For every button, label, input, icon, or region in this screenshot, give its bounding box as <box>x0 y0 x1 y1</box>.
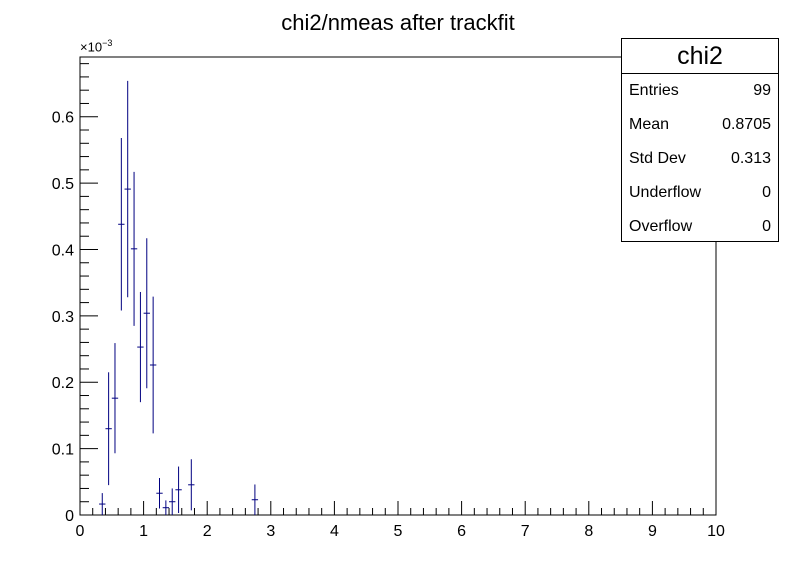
x-tick-label: 0 <box>76 523 85 540</box>
stats-value: 0.8705 <box>722 116 771 133</box>
x-tick-label: 8 <box>584 523 593 540</box>
stats-label: Overflow <box>629 218 693 235</box>
x-tick-label: 10 <box>707 523 725 540</box>
stats-row-entries: Entries 99 <box>622 74 778 108</box>
y-tick-label: 0 <box>65 508 74 525</box>
y-exponent-power: −3 <box>102 38 113 48</box>
stats-label: Underflow <box>629 184 702 201</box>
y-tick-label: 0.5 <box>52 176 74 193</box>
x-tick-label: 7 <box>521 523 530 540</box>
x-tick-label: 1 <box>139 523 148 540</box>
x-tick-label: 2 <box>203 523 212 540</box>
x-tick-label: 4 <box>330 523 339 540</box>
stats-box: chi2 Entries 99 Mean 0.8705 Std Dev 0.31… <box>621 38 779 242</box>
y-tick-label: 0.4 <box>52 242 74 259</box>
y-tick-label: 0.3 <box>52 309 74 326</box>
chart-title: chi2/nmeas after trackfit <box>281 10 515 35</box>
y-axis-exponent: ×10−3 <box>80 38 112 54</box>
y-tick-label: 0.1 <box>52 442 74 459</box>
x-tick-label: 5 <box>394 523 403 540</box>
y-tick-label: 0.6 <box>52 110 74 127</box>
stats-title: chi2 <box>622 39 778 74</box>
stats-value: 99 <box>753 82 771 99</box>
stats-row-stddev: Std Dev 0.313 <box>622 142 778 176</box>
y-tick-label: 0.2 <box>52 375 74 392</box>
x-tick-label: 9 <box>648 523 657 540</box>
stats-row-overflow: Overflow 0 <box>622 210 778 244</box>
stats-row-underflow: Underflow 0 <box>622 176 778 210</box>
stats-label: Std Dev <box>629 150 686 167</box>
stats-row-mean: Mean 0.8705 <box>622 108 778 142</box>
stats-value: 0.313 <box>730 150 771 167</box>
stats-label: Mean <box>629 116 670 133</box>
x-tick-label: 3 <box>266 523 275 540</box>
x-tick-label: 6 <box>457 523 466 540</box>
stats-value: 0 <box>762 184 771 201</box>
stats-value: 0 <box>762 218 771 235</box>
stats-label: Entries <box>629 82 679 99</box>
y-exponent-base: ×10 <box>80 39 103 55</box>
